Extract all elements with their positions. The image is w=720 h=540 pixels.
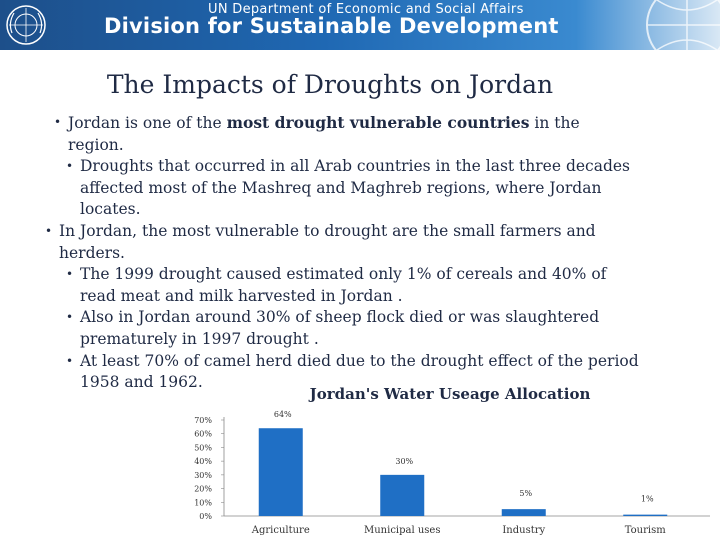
- bullet-text: Jordan is one of the most drought vulner…: [68, 113, 580, 154]
- bullet-text: At least 70% of camel herd died due to t…: [80, 351, 639, 392]
- bullet-item: • Also in Jordan around 30% of sheep flo…: [66, 308, 600, 348]
- category-label: Tourism: [625, 525, 666, 536]
- bullet-text: In Jordan, the most vulnerable to drough…: [59, 221, 596, 262]
- y-tick-label: 20%: [194, 485, 212, 494]
- data-label: 64%: [274, 410, 292, 419]
- header-banner: UN Department of Economic and Social Aff…: [0, 0, 720, 60]
- un-emblem-icon: [6, 5, 46, 45]
- data-label: 30%: [395, 457, 413, 466]
- y-tick-label: 30%: [194, 471, 212, 480]
- bullet-item: • Droughts that occurred in all Arab cou…: [66, 157, 631, 219]
- category-label: Agriculture: [251, 525, 310, 536]
- y-tick-label: 40%: [194, 457, 212, 466]
- category-label: Industry: [502, 525, 545, 536]
- bullet-item: • In Jordan, the most vulnerable to drou…: [45, 221, 640, 264]
- division-name: Division for Sustainable Development: [104, 14, 559, 38]
- org-name: UN Department of Economic and Social Aff…: [208, 2, 524, 17]
- category-label: Municipal uses: [364, 525, 440, 536]
- data-label: 1%: [641, 495, 654, 504]
- water-usage-chart: Jordan's Water Useage Allocation 0% 10% 20…: [194, 385, 710, 536]
- data-label: 5%: [519, 489, 532, 498]
- globe-graphic-icon: [646, 0, 720, 60]
- bar: [380, 474, 425, 516]
- bullet-text: The 1999 drought caused estimated only 1…: [80, 265, 607, 305]
- slide-title: The Impacts of Droughts on Jordan: [106, 70, 554, 99]
- bar: [623, 514, 668, 516]
- chart-title: Jordan's Water Useage Allocation: [308, 385, 591, 403]
- y-tick-label: 70%: [194, 416, 212, 425]
- bar: [501, 509, 546, 516]
- bullet-text: Droughts that occurred in all Arab count…: [80, 157, 631, 219]
- bullet-list: • Jordan is one of the most drought vuln…: [40, 112, 640, 394]
- y-tick-label: 10%: [194, 498, 212, 507]
- bullet-item: • The 1999 drought caused estimated only…: [66, 265, 607, 305]
- y-tick-label: 60%: [194, 430, 212, 439]
- bullet-text: Also in Jordan around 30% of sheep flock…: [80, 308, 600, 348]
- y-tick-label: 0%: [199, 512, 212, 521]
- bar: [258, 428, 303, 516]
- y-tick-label: 50%: [194, 443, 212, 452]
- bullet-item: • Jordan is one of the most drought vuln…: [54, 113, 580, 154]
- bullet-item: • At least 70% of camel herd died due to…: [66, 351, 639, 392]
